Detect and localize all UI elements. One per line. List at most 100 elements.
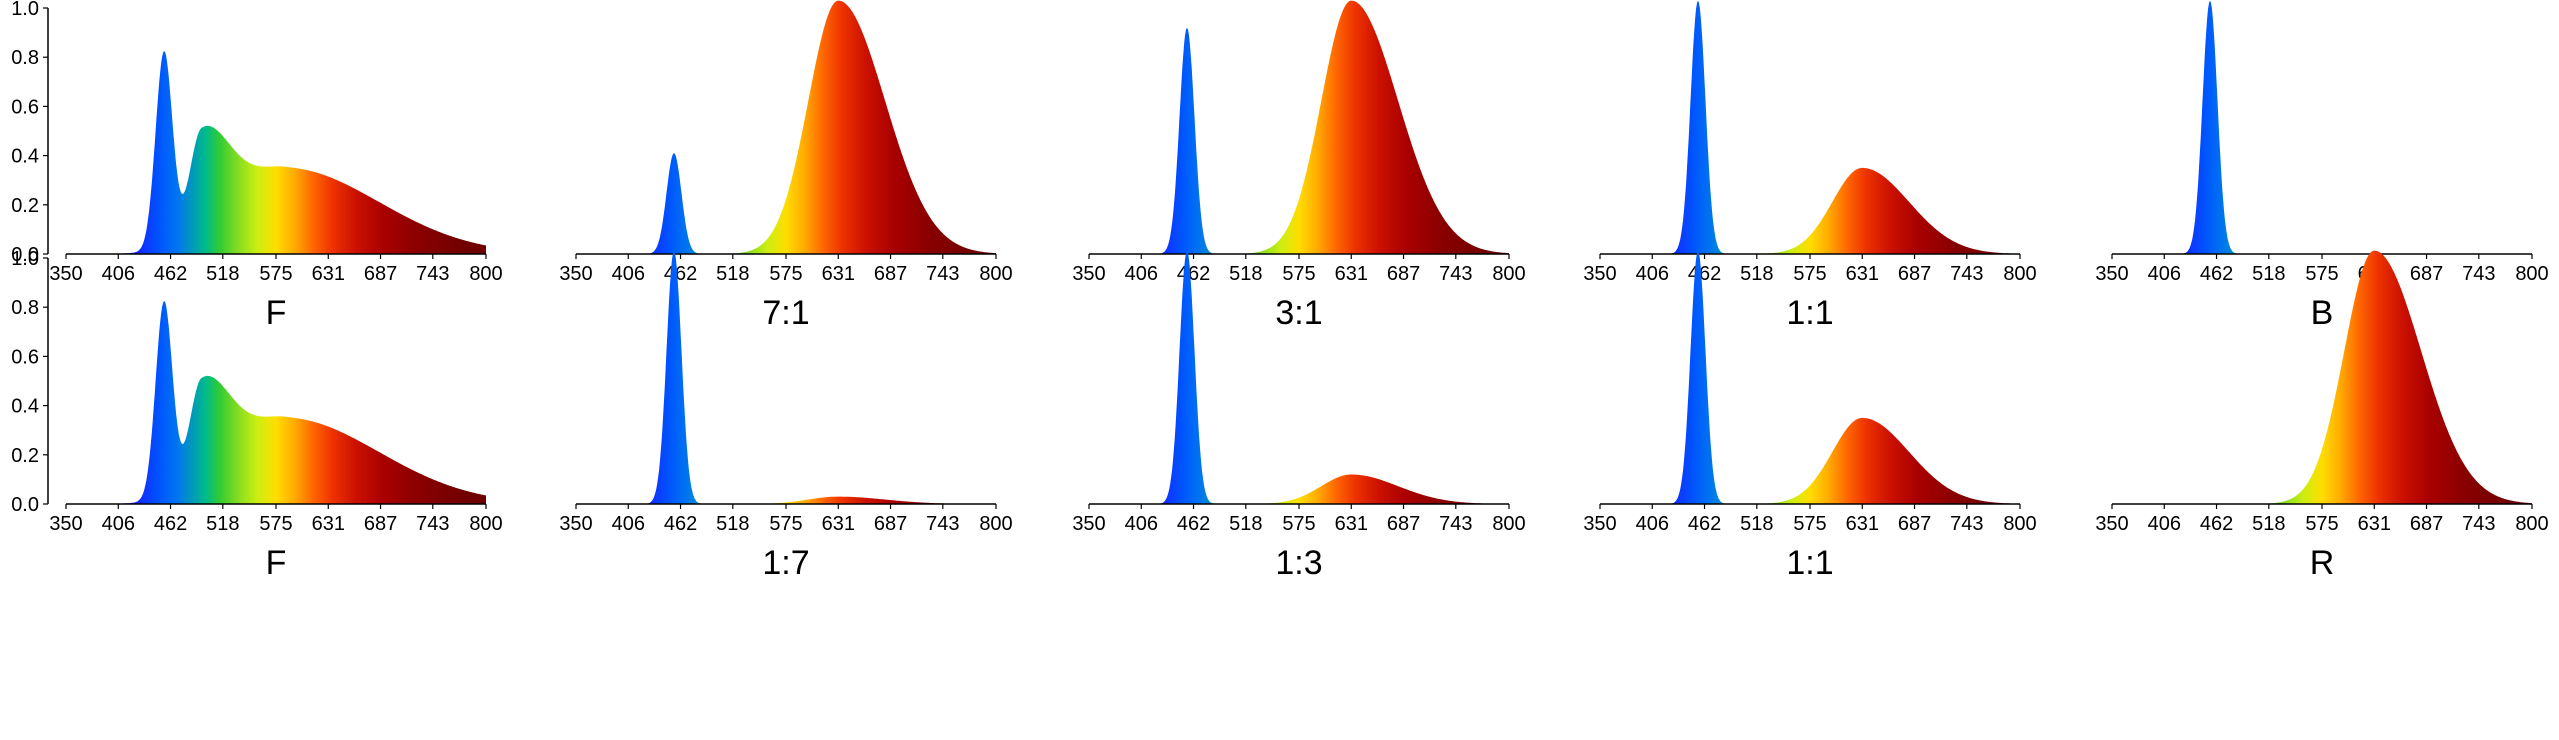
spectrum-area bbox=[1089, 250, 1509, 504]
x-tick-label: 462 bbox=[154, 263, 187, 285]
x-tick-label: 800 bbox=[979, 263, 1012, 285]
x-tick-label: 575 bbox=[259, 513, 292, 535]
spectrum-area bbox=[1600, 0, 2020, 254]
panel-10: 350 406 462 518 575 631 687 743 800 R bbox=[2095, 250, 2549, 582]
x-tick-label: 631 bbox=[1335, 513, 1368, 535]
x-tick-label: 350 bbox=[1072, 263, 1105, 285]
x-tick-label: 575 bbox=[769, 263, 802, 285]
x-tick-label: 518 bbox=[1229, 513, 1262, 535]
x-tick-label: 406 bbox=[2148, 263, 2181, 285]
x-tick-label: 743 bbox=[2462, 263, 2495, 285]
x-tick-label: 518 bbox=[1740, 263, 1773, 285]
x-tick-label: 575 bbox=[1282, 263, 1315, 285]
x-tick-label: 462 bbox=[1688, 263, 1721, 285]
panel-9: 350 406 462 518 575 631 687 743 800 1:1 bbox=[1583, 250, 2037, 582]
panel-label: 1:3 bbox=[1275, 544, 1322, 582]
panel-label: F bbox=[266, 544, 287, 582]
x-tick-label: 518 bbox=[716, 263, 749, 285]
spectrum-area bbox=[66, 51, 486, 254]
panel-label: 3:1 bbox=[1275, 294, 1322, 332]
x-tick-label: 743 bbox=[1950, 263, 1983, 285]
x-tick-label: 406 bbox=[1636, 513, 1669, 535]
x-tick-label: 462 bbox=[1177, 263, 1210, 285]
x-tick-label: 518 bbox=[206, 513, 239, 535]
x-tick-label: 350 bbox=[559, 513, 592, 535]
x-tick-label: 631 bbox=[822, 263, 855, 285]
x-tick-label: 631 bbox=[312, 263, 345, 285]
x-tick-label: 575 bbox=[1793, 263, 1826, 285]
panel-label: 1:1 bbox=[1786, 294, 1833, 332]
x-tick-label: 350 bbox=[2095, 513, 2128, 535]
panel-1: 350 406 462 518 575 631 687 743 800 0.0 0.2 0.4 0.6 0… bbox=[11, 0, 503, 332]
x-tick-label: 518 bbox=[2252, 513, 2285, 535]
x-tick-label: 406 bbox=[2148, 513, 2181, 535]
x-tick-label: 743 bbox=[416, 263, 449, 285]
x-tick-label: 687 bbox=[1898, 513, 1931, 535]
y-tick-label: 1.0 bbox=[11, 248, 39, 270]
x-tick-label: 575 bbox=[1793, 513, 1826, 535]
x-tick-label: 743 bbox=[416, 513, 449, 535]
panel-6: 350 406 462 518 575 631 687 743 800 0.0 0.2 0.4 0.6 0… bbox=[11, 248, 503, 582]
x-tick-label: 575 bbox=[2305, 263, 2338, 285]
x-tick-label: 406 bbox=[1125, 263, 1158, 285]
x-tick-label: 743 bbox=[1950, 513, 1983, 535]
panel-label: B bbox=[2311, 294, 2334, 332]
x-tick-label: 743 bbox=[1439, 263, 1472, 285]
x-tick-label: 406 bbox=[612, 513, 645, 535]
y-tick-label: 0.0 bbox=[11, 494, 39, 516]
x-tick-label: 462 bbox=[2200, 513, 2233, 535]
x-tick-label: 350 bbox=[1583, 263, 1616, 285]
x-tick-label: 462 bbox=[664, 513, 697, 535]
y-tick-label: 0.8 bbox=[11, 47, 39, 69]
y-tick-label: 0.0 bbox=[11, 244, 39, 266]
x-tick-label: 800 bbox=[2515, 513, 2548, 535]
spectrum-area bbox=[66, 301, 486, 504]
x-tick-label: 518 bbox=[206, 263, 239, 285]
x-tick-label: 350 bbox=[559, 263, 592, 285]
x-tick-label: 462 bbox=[154, 513, 187, 535]
panel-label: F bbox=[266, 294, 287, 332]
x-tick-label: 518 bbox=[716, 513, 749, 535]
x-tick-label: 743 bbox=[1439, 513, 1472, 535]
x-tick-label: 350 bbox=[1072, 513, 1105, 535]
y-tick-label: 0.2 bbox=[11, 445, 39, 467]
panel-4: 350 406 462 518 575 631 687 743 800 1:1 bbox=[1583, 0, 2037, 332]
panel-label: 1:7 bbox=[762, 544, 809, 582]
x-tick-label: 631 bbox=[312, 513, 345, 535]
x-tick-label: 631 bbox=[1846, 513, 1879, 535]
x-tick-label: 743 bbox=[926, 513, 959, 535]
x-tick-label: 350 bbox=[49, 263, 82, 285]
y-tick-label: 1.0 bbox=[11, 0, 39, 20]
spectrum-area bbox=[1089, 0, 1509, 254]
x-tick-label: 462 bbox=[664, 263, 697, 285]
x-tick-label: 687 bbox=[1387, 263, 1420, 285]
panel-5: 350406462518575631687743800B bbox=[2095, 0, 2549, 332]
x-tick-label: 743 bbox=[2462, 513, 2495, 535]
y-tick-label: 0.6 bbox=[11, 346, 39, 368]
x-tick-label: 687 bbox=[1898, 263, 1931, 285]
x-tick-label: 687 bbox=[2410, 513, 2443, 535]
x-tick-label: 687 bbox=[2410, 263, 2443, 285]
x-tick-label: 631 bbox=[822, 513, 855, 535]
x-tick-label: 800 bbox=[979, 513, 1012, 535]
x-tick-label: 462 bbox=[2200, 263, 2233, 285]
x-tick-label: 462 bbox=[1177, 513, 1210, 535]
x-tick-label: 800 bbox=[2003, 263, 2036, 285]
y-tick-label: 0.6 bbox=[11, 96, 39, 118]
panel-3: 350 406 462 518 575 631 687 743 800 3:1 bbox=[1072, 0, 1526, 332]
y-tick-label: 0.2 bbox=[11, 195, 39, 217]
x-tick-label: 350 bbox=[49, 513, 82, 535]
panel-label: R bbox=[2310, 544, 2335, 582]
x-tick-label: 406 bbox=[102, 263, 135, 285]
x-tick-label: 800 bbox=[2003, 513, 2036, 535]
x-tick-label: 800 bbox=[2515, 263, 2548, 285]
spectrum-area bbox=[1600, 250, 2020, 504]
x-tick-label: 743 bbox=[926, 263, 959, 285]
x-tick-label: 687 bbox=[874, 263, 907, 285]
y-tick-label: 0.4 bbox=[11, 146, 39, 168]
panel-label: 1:1 bbox=[1786, 544, 1833, 582]
x-tick-label: 800 bbox=[1492, 513, 1525, 535]
x-tick-label: 575 bbox=[259, 263, 292, 285]
x-tick-label: 518 bbox=[2252, 263, 2285, 285]
